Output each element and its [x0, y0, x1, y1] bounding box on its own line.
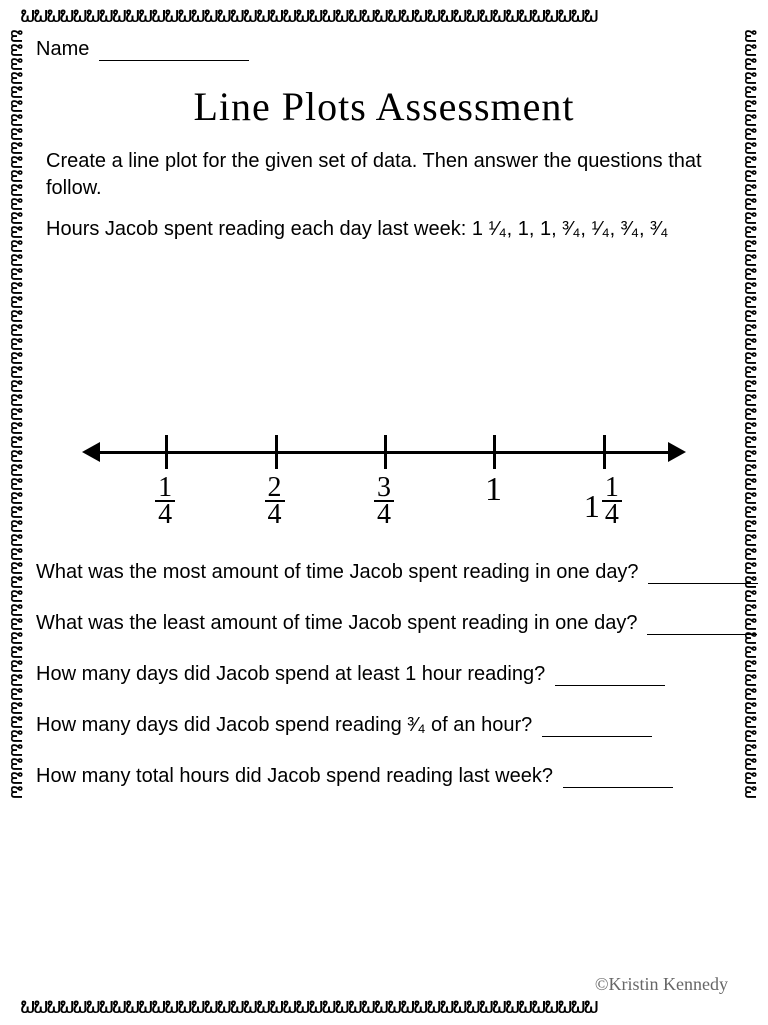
tick-mark	[603, 435, 606, 469]
border-right: ພພພພພພພພພພພພພພພພພພພພພພພພພພພພພພພພພພພພພພພພ…	[740, 28, 762, 997]
question-text: How many days did Jacob spend reading ³⁄…	[36, 714, 538, 736]
data-values: 1 ¹⁄₄, 1, 1, ³⁄₄, ¹⁄₄, ³⁄₄, ³⁄₄	[472, 218, 668, 240]
tick-mark	[384, 435, 387, 469]
tick-mark	[493, 435, 496, 469]
tick-mark	[275, 435, 278, 469]
credit-text: ©Kristin Kennedy	[595, 974, 728, 995]
instructions-text: Create a line plot for the given set of …	[46, 148, 722, 202]
arrow-left-icon	[82, 442, 100, 462]
name-row: Name	[36, 38, 732, 61]
tick-mark	[165, 435, 168, 469]
tick-label: 24	[265, 475, 285, 527]
name-input-line[interactable]	[99, 44, 249, 61]
answer-input-line[interactable]	[542, 722, 652, 737]
worksheet-content: Name Line Plots Assessment Create a line…	[36, 38, 732, 985]
question-text: How many days did Jacob spend at least 1…	[36, 663, 551, 685]
tick-label: 114	[584, 475, 622, 527]
tick-label: 14	[155, 475, 175, 527]
question-row: How many days did Jacob spend reading ³⁄…	[36, 714, 732, 737]
border-bottom: ພພພພພພພພພພພພພພພພພພພພພພພພພພພພພພພພພພພພພພພພ…	[20, 993, 748, 1019]
border-top: ພພພພພພພພພພພພພພພພພພພພພພພພພພພພພພພພພພພພພພພພ…	[20, 2, 748, 28]
answer-input-line[interactable]	[648, 569, 758, 584]
question-text: What was the least amount of time Jacob …	[36, 612, 643, 634]
line-plot-area: 14 24 34 1 114	[36, 251, 732, 551]
name-label: Name	[36, 38, 89, 60]
question-row: What was the most amount of time Jacob s…	[36, 561, 732, 584]
question-text: How many total hours did Jacob spend rea…	[36, 765, 559, 787]
data-prefix: Hours Jacob spent reading each day last …	[46, 218, 472, 240]
answer-input-line[interactable]	[555, 671, 665, 686]
questions-block: What was the most amount of time Jacob s…	[36, 561, 732, 788]
answer-input-line[interactable]	[647, 620, 757, 635]
tick-label: 1	[485, 475, 502, 506]
question-text: What was the most amount of time Jacob s…	[36, 561, 644, 583]
question-row: How many days did Jacob spend at least 1…	[36, 663, 732, 686]
border-left: ພພພພພພພພພພພພພພພພພພພພພພພພພພພພພພພພພພພພພພພພ…	[6, 28, 28, 997]
arrow-right-icon	[668, 442, 686, 462]
question-row: How many total hours did Jacob spend rea…	[36, 765, 732, 788]
tick-label: 34	[374, 475, 394, 527]
answer-input-line[interactable]	[563, 773, 673, 788]
page-title: Line Plots Assessment	[36, 83, 732, 130]
question-row: What was the least amount of time Jacob …	[36, 612, 732, 635]
data-line: Hours Jacob spent reading each day last …	[46, 218, 722, 241]
